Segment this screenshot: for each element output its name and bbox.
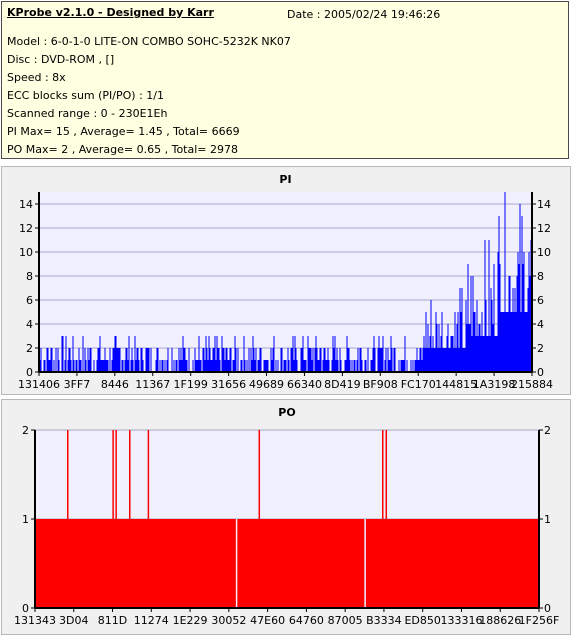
y-tick-label-left: 1: [22, 513, 29, 526]
x-tick-label: 1A3198: [473, 378, 516, 391]
pi-chart-panel: PI 0 0 2 2 4 4 6 6 8 8 10 10 12 12 14 14 131406 3FF7 8446 11…: [1, 166, 571, 395]
x-tick-label: 131343: [14, 614, 56, 627]
pi-chart: PI 0 0 2 2 4 4 6 6 8 8 10 10 12 12 14 14 131406 3FF7 8446 11…: [18, 173, 553, 391]
y-tick-label-left: 6: [26, 294, 33, 307]
app-title: KProbe v2.1.0 - Designed by Karr: [7, 6, 214, 19]
x-tick-label: 87005: [328, 614, 363, 627]
y-tick-label-left: 2: [26, 342, 33, 355]
y-tick-label-right: 8: [537, 270, 544, 283]
x-tick-label: 11274: [134, 614, 169, 627]
y-tick-label-right: 2: [537, 342, 544, 355]
y-tick-label-left: 14: [19, 198, 33, 211]
info-pi-summary: PI Max= 15 , Average= 1.45 , Total= 6669: [7, 125, 240, 138]
scan-date: Date : 2005/02/24 19:46:26: [287, 8, 441, 21]
po-chart-panel: PO 0 0 1 1 2 2 131343 3D04 811D 11274 1E229 30052 47E…: [1, 399, 571, 635]
x-tick-label: B3334: [366, 614, 402, 627]
y-tick-label-right: 12: [537, 222, 551, 235]
y-tick-label-left: 0: [26, 366, 33, 379]
disc-info-panel: KProbe v2.1.0 - Designed by Karr Date : …: [1, 1, 569, 159]
x-tick-label: ED850: [404, 614, 440, 627]
x-tick-label: 215884: [511, 378, 553, 391]
y-tick-label-right: 0: [537, 366, 544, 379]
info-po-summary: PO Max= 2 , Average= 0.65 , Total= 2978: [7, 143, 238, 156]
po-chart: PO 0 0 1 1 2 2 131343 3D04 811D 11274 1E229 30052 47E…: [14, 406, 560, 627]
x-tick-label: 188626: [479, 614, 521, 627]
y-tick-label-right: 2: [544, 424, 551, 437]
info-model: Model : 6-0-1-0 LITE-ON COMBO SOHC-5232K…: [7, 35, 291, 48]
y-tick-label-right: 0: [544, 602, 551, 615]
x-tick-label: BF908: [363, 378, 398, 391]
info-speed: Speed : 8x: [7, 71, 66, 84]
po-baseline-fill: [35, 519, 539, 608]
plot-area: [39, 192, 532, 372]
x-tick-label: 1E229: [173, 614, 208, 627]
x-tick-label: 3FF7: [64, 378, 91, 391]
x-tick-label: 64760: [289, 614, 324, 627]
x-tick-label: 49689: [249, 378, 284, 391]
y-tick-label-right: 1: [544, 513, 551, 526]
info-scanned-range: Scanned range : 0 - 230E1Eh: [7, 107, 168, 120]
y-tick-label-right: 14: [537, 198, 551, 211]
x-tick-label: FC170: [401, 378, 436, 391]
x-tick-label: 8D419: [324, 378, 360, 391]
y-tick-label-right: 4: [537, 318, 544, 331]
chart-title: PO: [278, 406, 295, 419]
x-tick-label: 811D: [98, 614, 127, 627]
y-tick-label-right: 6: [537, 294, 544, 307]
x-tick-label: 11367: [135, 378, 170, 391]
info-disc: Disc : DVD-ROM , []: [7, 53, 115, 66]
x-tick-label: 31656: [211, 378, 246, 391]
x-tick-label: 47E60: [250, 614, 285, 627]
chart-title: PI: [279, 173, 291, 186]
x-tick-label: 1F199: [174, 378, 208, 391]
y-tick-label-left: 10: [19, 246, 33, 259]
y-tick-label-left: 0: [22, 602, 29, 615]
y-tick-label-right: 10: [537, 246, 551, 259]
x-tick-label: 1F256F: [519, 614, 560, 627]
x-tick-label: 3D04: [59, 614, 88, 627]
y-tick-label-left: 12: [19, 222, 33, 235]
x-tick-label: 131406: [18, 378, 60, 391]
x-tick-label: 144815: [435, 378, 477, 391]
x-tick-label: 133316: [440, 614, 482, 627]
x-tick-label: 8446: [101, 378, 129, 391]
x-tick-label: 66340: [287, 378, 322, 391]
x-tick-label: 30052: [211, 614, 246, 627]
y-tick-label-left: 4: [26, 318, 33, 331]
y-tick-label-left: 2: [22, 424, 29, 437]
info-ecc-blocks: ECC blocks sum (PI/PO) : 1/1: [7, 89, 164, 102]
y-tick-label-left: 8: [26, 270, 33, 283]
